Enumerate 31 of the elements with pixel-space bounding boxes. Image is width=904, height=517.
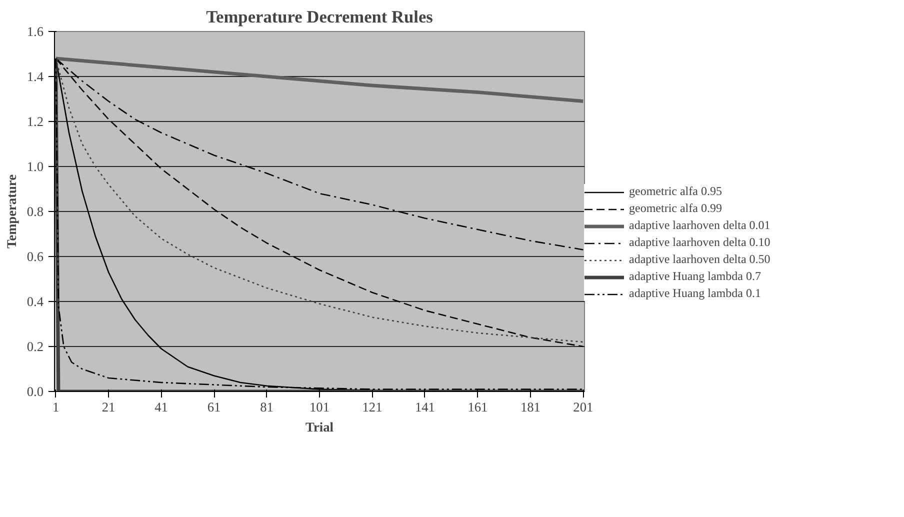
- y-tick-label: 0.0: [26, 384, 44, 399]
- y-tick-label: 1.0: [26, 159, 44, 174]
- legend-label: geometric alfa 0.99: [629, 201, 722, 216]
- y-tick-label: 1.2: [26, 114, 44, 129]
- y-tick-label: 1.4: [26, 69, 44, 84]
- x-tick-label: 61: [207, 400, 221, 414]
- y-tick-label: 0.2: [26, 339, 44, 354]
- legend-label: adaptive laarhoven delta 0.01: [629, 218, 770, 233]
- x-tick-label: 1: [52, 400, 60, 414]
- x-tick-label: 21: [102, 400, 116, 414]
- x-tick-label: 41: [154, 400, 168, 414]
- legend-label: adaptive Huang lambda 0.7: [629, 269, 761, 284]
- y-tick-label: 0.4: [26, 294, 44, 309]
- legend-label: adaptive laarhoven delta 0.10: [629, 235, 770, 250]
- x-tick-label: 81: [260, 400, 274, 414]
- x-axis-title: Trial: [306, 420, 334, 434]
- x-tick-label: 121: [362, 400, 382, 414]
- line-series: [54, 56, 584, 103]
- y-axis-title: Temperature: [4, 174, 19, 249]
- x-tick-label: 201: [573, 400, 594, 414]
- x-tick-label: 141: [414, 400, 435, 414]
- legend-label: geometric alfa 0.95: [629, 184, 722, 199]
- x-tick-label: 181: [520, 400, 540, 414]
- legend-label: adaptive Huang lambda 0.1: [629, 286, 761, 301]
- x-tick-label: 161: [468, 400, 488, 414]
- y-tick-label: 1.6: [26, 24, 44, 39]
- y-tick-label: 0.8: [26, 204, 44, 219]
- x-tick-label: 101: [310, 400, 330, 414]
- y-tick-label: 0.6: [26, 249, 44, 264]
- legend-label: adaptive laarhoven delta 0.50: [629, 252, 770, 267]
- chart-title: Temperature Decrement Rules: [206, 8, 434, 26]
